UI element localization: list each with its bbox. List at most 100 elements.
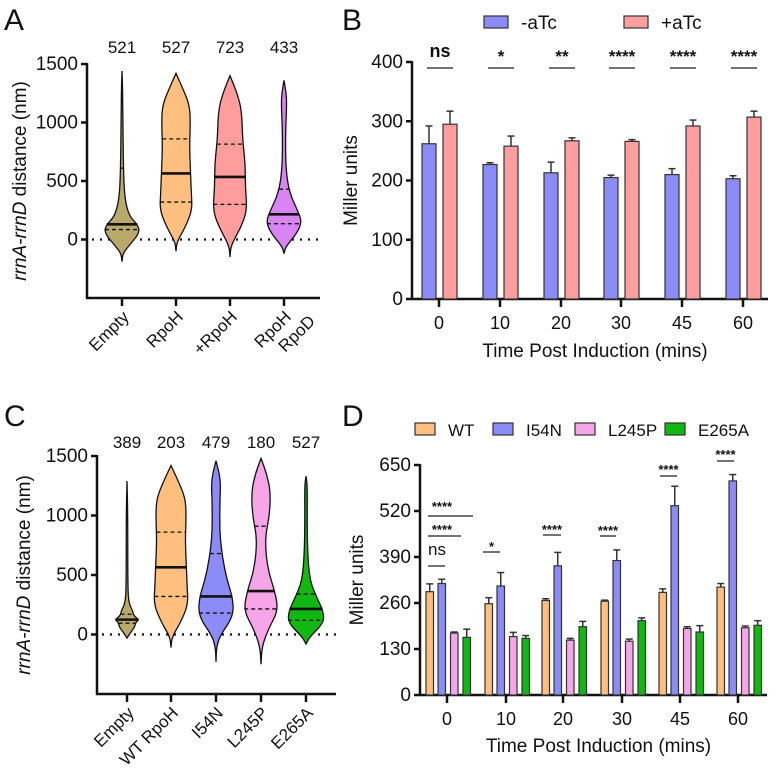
significance-label: **** <box>715 447 736 462</box>
violin-2 <box>212 73 248 258</box>
count-label: 203 <box>157 433 185 452</box>
bar-I54N <box>670 505 680 696</box>
violin-3 <box>244 456 278 665</box>
bar-WT <box>716 586 726 696</box>
bar-WT <box>658 591 668 696</box>
category-label: RpoHRpoD <box>251 297 319 365</box>
y-tick-label: 650 <box>379 455 411 476</box>
bar-E265A <box>637 620 647 696</box>
category-label: I54N <box>188 703 227 742</box>
category-label: Empty <box>85 307 133 355</box>
panel-label-b: B <box>342 4 362 37</box>
bar-+aTc <box>624 140 640 300</box>
y-tick-label: 130 <box>379 639 411 660</box>
bar-WT <box>541 599 551 696</box>
bar-L245P <box>565 639 575 696</box>
y-tick-label: 260 <box>379 593 411 614</box>
x-tick-label: 0 <box>442 709 452 729</box>
significance-label: * <box>498 47 505 66</box>
bar-E265A <box>462 636 472 696</box>
bar-I54N <box>496 585 506 696</box>
legend-swatch-+aTc <box>623 15 649 29</box>
category-label: +RpoH <box>190 307 241 358</box>
significance-label: * <box>489 539 495 554</box>
y-tick-label: 0 <box>67 230 78 251</box>
x-tick-label: 60 <box>733 313 753 333</box>
significance-label: ns <box>429 41 450 61</box>
y-axis-label-italic: rrnA-rrnD <box>14 595 35 674</box>
y-tick-label: 500 <box>46 171 78 192</box>
count-label: 180 <box>247 433 275 452</box>
violin-1 <box>153 463 189 648</box>
violin-1 <box>159 71 193 252</box>
legend-label: WT <box>448 421 474 440</box>
bar-L245P <box>740 627 750 696</box>
significance-label: **** <box>432 522 453 537</box>
count-label: 527 <box>162 38 190 57</box>
y-tick-label: 0 <box>392 289 403 310</box>
legend-label: +aTc <box>661 13 702 34</box>
category-label: RpoH <box>143 307 187 351</box>
count-label: 433 <box>270 38 298 57</box>
x-axis-label: Time Post Induction (mins) <box>482 341 707 362</box>
category-label-line: I54N <box>188 703 227 742</box>
y-axis-label: rrnA-rrnD distance (nm) <box>14 475 35 675</box>
count-label: 521 <box>108 38 136 57</box>
y-axis-label-rest: distance (nm) <box>14 475 35 595</box>
bar-+aTc <box>503 145 519 300</box>
category-label: E265A <box>267 703 317 753</box>
bar-I54N <box>612 559 622 696</box>
y-tick-label: 1000 <box>36 113 78 134</box>
legend-label: L245P <box>608 421 657 440</box>
bar-L245P <box>682 627 692 696</box>
bar-+aTc <box>685 125 701 300</box>
bar-WT <box>425 591 435 696</box>
y-tick-label: 390 <box>379 547 411 568</box>
y-tick-label: 200 <box>371 171 403 192</box>
bar--aTc <box>543 172 559 300</box>
category-label-line: E265A <box>267 703 317 753</box>
legend-swatch-WT <box>414 422 436 436</box>
significance-label: **** <box>598 523 619 538</box>
x-tick-label: 30 <box>612 709 632 729</box>
bar-L245P <box>508 636 518 696</box>
legend-swatch-L245P <box>574 422 596 436</box>
x-tick-label: 10 <box>496 709 516 729</box>
count-label: 479 <box>202 433 230 452</box>
count-label: 389 <box>113 433 141 452</box>
violin-2 <box>198 460 234 662</box>
category-label-line: +RpoH <box>190 307 241 358</box>
x-tick-label: 60 <box>728 709 748 729</box>
bar--aTc <box>482 163 498 300</box>
y-tick-label: 1500 <box>36 54 78 75</box>
bar-L245P <box>624 640 634 696</box>
panel-label-a: A <box>4 4 24 37</box>
panel-label-d: D <box>342 400 364 433</box>
y-axis-label: Miller units <box>341 135 362 226</box>
y-tick-label: 400 <box>371 52 403 73</box>
violin-0 <box>115 480 139 640</box>
bar-E265A <box>753 624 763 696</box>
bar-WT <box>484 603 494 696</box>
bar-+aTc <box>442 123 458 300</box>
count-label: 527 <box>292 433 320 452</box>
y-tick-label: 1500 <box>46 446 88 467</box>
x-tick-label: 10 <box>490 313 510 333</box>
legend-swatch--aTc <box>483 15 509 29</box>
significance-label: **** <box>432 499 453 514</box>
y-axis-label: rrnA-rrnD distance (nm) <box>10 81 31 281</box>
bar--aTc <box>664 173 680 300</box>
significance-label: ** <box>555 47 569 66</box>
y-tick-label: 100 <box>371 230 403 251</box>
legend-label: I54N <box>526 421 562 440</box>
y-tick-label: 0 <box>400 685 411 706</box>
category-label: L245P <box>224 703 272 751</box>
bar--aTc <box>421 143 437 300</box>
legend-label: -aTc <box>521 13 557 34</box>
x-tick-label: 45 <box>670 709 690 729</box>
bar-+aTc <box>746 116 762 300</box>
y-tick-label: 1000 <box>46 506 88 527</box>
